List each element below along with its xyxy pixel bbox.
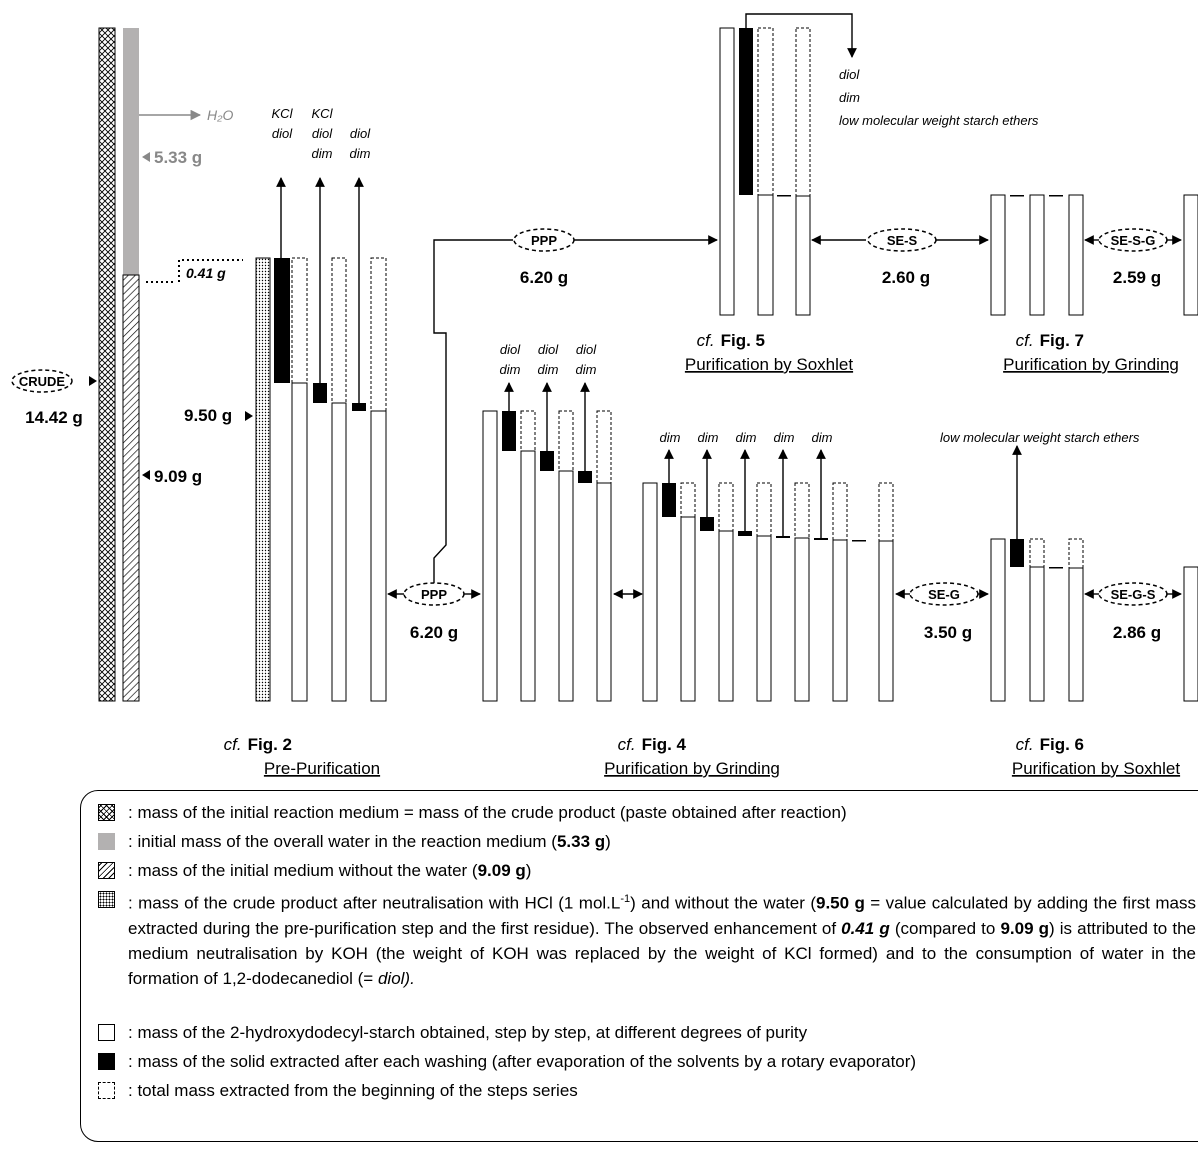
extract-label: dim [774, 430, 795, 445]
crude-mass: 14.42 g [25, 408, 83, 427]
se-s-mass: 2.60 g [882, 268, 930, 287]
se-s-label: SE-S [887, 233, 918, 248]
crude-node-label: CRUDE [19, 374, 66, 389]
residue-bar [596, 482, 612, 702]
extract-label: KCl diol [272, 106, 294, 141]
residue-bar [291, 382, 308, 702]
se-g-s-mass: 2.86 g [1113, 623, 1161, 642]
dashed-swatch [98, 1082, 115, 1099]
residue-bar [642, 482, 658, 702]
residue-bar [1029, 194, 1045, 316]
extract-label: dim [736, 430, 757, 445]
ppp-upper-mass: 6.20 g [520, 268, 568, 287]
extract-label: diol dim [500, 342, 522, 377]
fig7-title: Purification by Grinding [1003, 355, 1179, 374]
legend-text: : total mass extracted from the beginnin… [128, 1081, 578, 1100]
legend-item-white: : mass of the 2-hydroxydodecyl-starch ob… [98, 1020, 1196, 1045]
residue-bar [520, 450, 536, 702]
diagonal-hatch-swatch [98, 862, 115, 879]
residue-bar [482, 410, 498, 702]
legend-item-dry-medium: : mass of the initial medium without the… [98, 858, 1196, 883]
se-g-mass: 3.50 g [924, 623, 972, 642]
residue-bar [756, 535, 772, 702]
fig2-title: Pre-Purification [264, 759, 380, 778]
residue-bar [832, 539, 848, 702]
se-s-g-label: SE-S-G [1111, 233, 1156, 248]
residue-bar [719, 27, 735, 316]
fig4-caption: cf. Fig. 4 [618, 735, 687, 754]
residue-bar [718, 530, 734, 702]
ppp-lower-label: PPP [421, 587, 447, 602]
residue-bar [1068, 567, 1084, 702]
fig6-title: Purification by Soxhlet [1012, 759, 1180, 778]
residue-bar [794, 537, 810, 702]
residue-bar [1183, 566, 1198, 702]
residue-bar [331, 402, 347, 702]
extract-label: dim [698, 430, 719, 445]
purification-flow-diagram: H₂O 5.33 g 9.09 g 0.41 g CRUDE 14.42 g 9… [11, 13, 1198, 778]
ppp-lower-mass: 6.20 g [410, 623, 458, 642]
dry-medium-bar [122, 274, 140, 702]
legend-text: : initial mass of the overall water in t… [128, 832, 611, 851]
cross-hatch-swatch [98, 804, 115, 821]
residue-bar [370, 410, 387, 702]
residue-bar [1068, 194, 1084, 316]
residue-bar [680, 516, 696, 702]
gray-swatch [98, 833, 115, 850]
soxhlet6-extract-label: low molecular weight starch ethers [940, 430, 1140, 445]
neutralised-crude-bar [255, 257, 271, 702]
legend-item-water: : initial mass of the overall water in t… [98, 829, 1196, 854]
extract-label: dim [812, 430, 833, 445]
legend-item-crude-medium: : mass of the initial reaction medium = … [98, 800, 1196, 825]
extract-label: diol dim [576, 342, 598, 377]
white-swatch [98, 1024, 115, 1041]
se-g-s-label: SE-G-S [1111, 587, 1156, 602]
dotted-swatch [98, 891, 115, 908]
se-g-label: SE-G [928, 587, 960, 602]
legend-text: : mass of the crude product after neutra… [128, 893, 1196, 988]
extract-label: dim [660, 430, 681, 445]
legend-item-black: : mass of the solid extracted after each… [98, 1049, 1196, 1074]
prepurification-start-mass: 9.50 g [184, 406, 232, 425]
dry-medium-mass: 9.09 g [154, 467, 202, 486]
residue-bar [795, 195, 811, 316]
se-s-g-mass: 2.59 g [1113, 268, 1161, 287]
water-label: H₂O [207, 107, 233, 123]
ppp-upper-label: PPP [531, 233, 557, 248]
residue-bar [878, 540, 894, 702]
legend-item-dashed: : total mass extracted from the beginnin… [98, 1078, 1196, 1103]
crude-node [11, 369, 73, 393]
residue-bar [1183, 194, 1198, 316]
fig2-caption: cf. Fig. 2 [224, 735, 292, 754]
fig6-caption: cf. Fig. 6 [1016, 735, 1084, 754]
legend-box [80, 790, 1198, 1142]
legend-text: : mass of the initial reaction medium = … [128, 803, 847, 822]
water-bar [123, 28, 139, 275]
residue-bar [990, 194, 1006, 316]
fig4-title: Purification by Grinding [604, 759, 780, 778]
water-mass: 5.33 g [154, 148, 202, 167]
extract-label: diol dim [350, 126, 372, 161]
residue-bar [558, 470, 574, 702]
residue-bar [757, 194, 774, 316]
legend-text: : mass of the 2-hydroxydodecyl-starch ob… [128, 1023, 808, 1042]
legend-item-neutralised: : mass of the crude product after neutra… [98, 887, 1196, 991]
fig5-caption: cf. Fig. 5 [697, 331, 765, 350]
residue-bar [1029, 566, 1045, 702]
extract-label: KCl diol dim [312, 106, 334, 161]
enhancement-mass: 0.41 g [186, 265, 226, 281]
fig7-caption: cf. Fig. 7 [1016, 331, 1084, 350]
black-swatch [98, 1053, 115, 1070]
legend-text: : mass of the solid extracted after each… [128, 1052, 917, 1071]
legend-text: : mass of the initial medium without the… [128, 861, 532, 880]
extract-label: diol dim [538, 342, 560, 377]
soxhlet5-extract-labels: diol dim low molecular weight starch ether… [839, 67, 1039, 128]
crude-medium-bar [98, 27, 116, 702]
fig5-title: Purification by Soxhlet [685, 355, 853, 374]
residue-bar [990, 538, 1006, 702]
